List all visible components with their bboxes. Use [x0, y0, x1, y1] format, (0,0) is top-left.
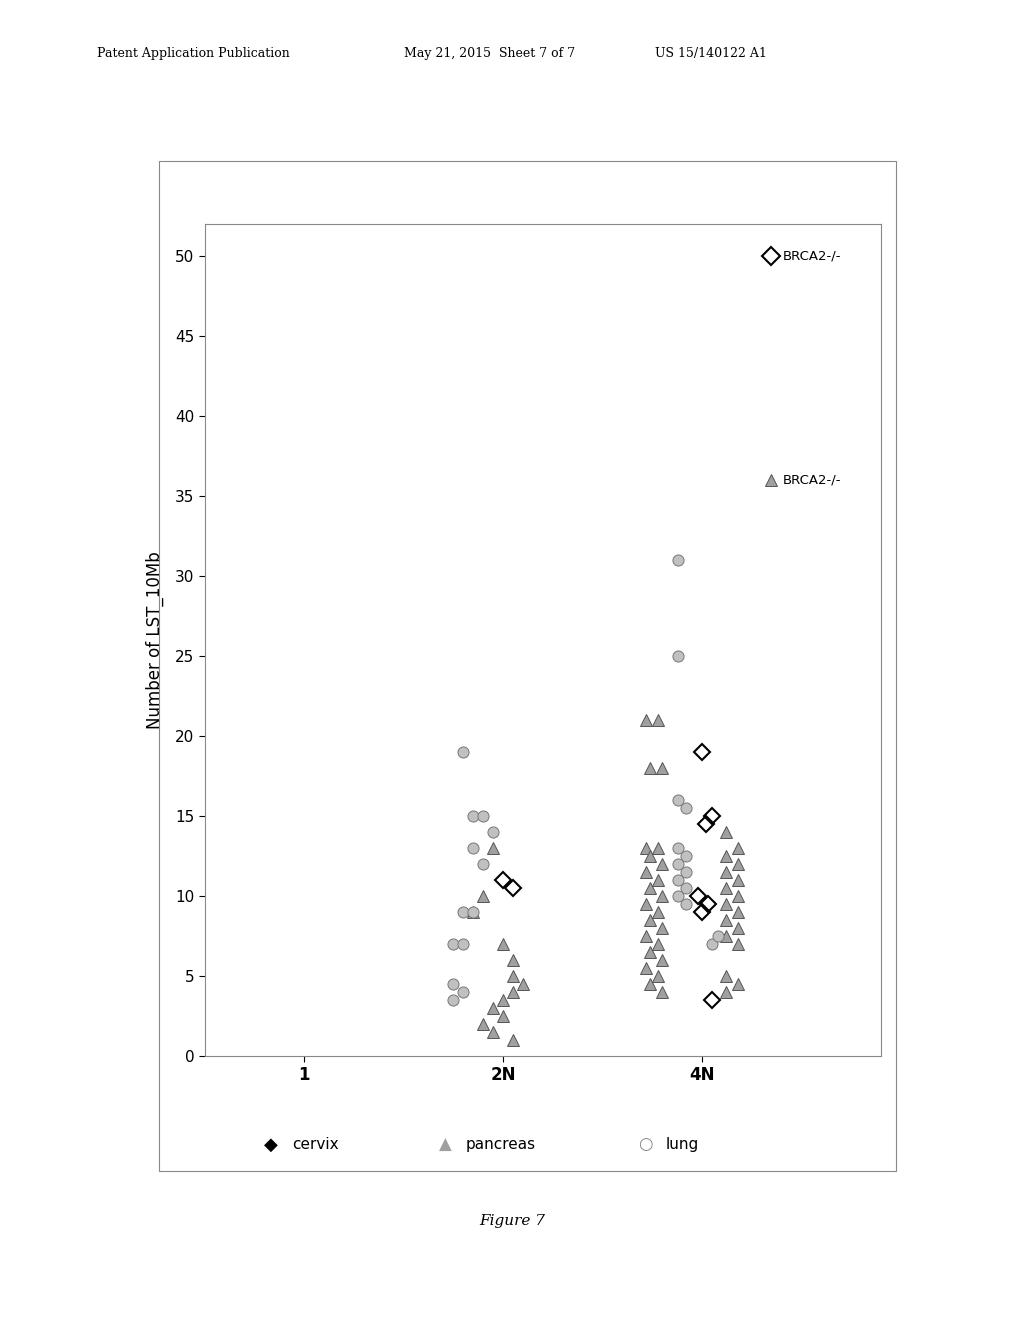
Text: cervix: cervix	[292, 1137, 339, 1152]
Text: ▲: ▲	[439, 1135, 452, 1154]
Y-axis label: Number of LST_10Mb: Number of LST_10Mb	[145, 552, 164, 729]
Text: May 21, 2015  Sheet 7 of 7: May 21, 2015 Sheet 7 of 7	[404, 46, 575, 59]
Text: pancreas: pancreas	[466, 1137, 536, 1152]
Text: Figure 7: Figure 7	[479, 1214, 545, 1228]
Text: lung: lung	[666, 1137, 698, 1152]
Text: ◆: ◆	[264, 1135, 279, 1154]
Text: US 15/140122 A1: US 15/140122 A1	[655, 46, 767, 59]
Text: ○: ○	[638, 1135, 652, 1154]
Text: Patent Application Publication: Patent Application Publication	[97, 46, 290, 59]
Text: BRCA2-/-: BRCA2-/-	[783, 249, 842, 263]
Text: BRCA2-/-: BRCA2-/-	[783, 474, 842, 487]
